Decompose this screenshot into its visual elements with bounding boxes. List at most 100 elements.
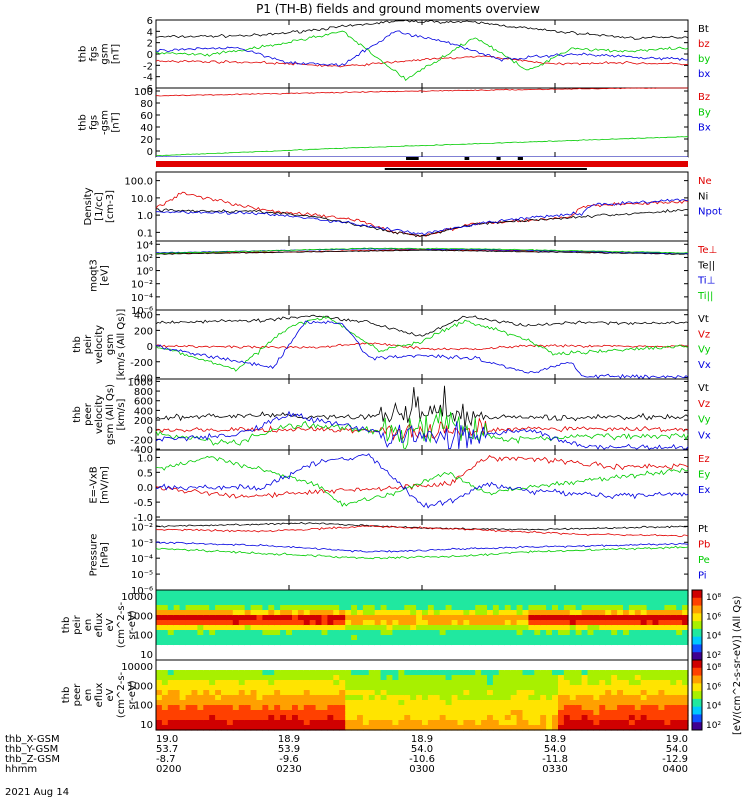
spectrogram-cell xyxy=(262,710,269,716)
spectrogram-cell xyxy=(197,620,204,626)
legend-by: by xyxy=(698,54,710,65)
spectrogram-cell xyxy=(416,695,423,701)
spectrogram-cell xyxy=(492,630,500,636)
spectrogram-cell xyxy=(475,715,482,721)
spectrogram-cell xyxy=(433,615,441,621)
spectrogram-cell xyxy=(156,650,163,656)
spectrogram-cell xyxy=(558,680,565,686)
series-Pb xyxy=(155,525,689,538)
spectrogram-cell xyxy=(634,625,642,631)
spectrogram-cell xyxy=(321,720,328,726)
spectrogram-cell xyxy=(581,670,589,676)
spectrogram-cell xyxy=(563,635,571,641)
spectrogram-cell xyxy=(498,700,506,706)
spectrogram-cell xyxy=(682,595,689,601)
spectrogram-cell xyxy=(676,660,683,666)
spectrogram-cell xyxy=(280,725,287,731)
spectrogram-cell xyxy=(368,695,376,701)
spectrogram-cell xyxy=(623,675,630,681)
spectrogram-cell xyxy=(463,700,470,706)
spectrogram-cell xyxy=(516,595,524,601)
colorbar-swatch xyxy=(692,628,702,638)
spectrogram-cell xyxy=(534,615,541,621)
spectrogram-cell xyxy=(552,620,559,626)
spectrogram-cell xyxy=(250,605,258,611)
spectrogram-cell xyxy=(321,620,328,626)
spectrogram-cell xyxy=(368,655,376,661)
spectrogram-cell xyxy=(617,655,624,661)
spectrogram-cell xyxy=(516,650,524,656)
spectrogram-cell xyxy=(469,595,476,601)
spectrogram-cell xyxy=(179,600,187,606)
spectrogram-cell xyxy=(262,650,269,656)
spectrogram-cell xyxy=(262,600,269,606)
spectrogram-cell xyxy=(558,650,565,656)
spectrogram-cell xyxy=(463,670,470,676)
spectrogram-cell xyxy=(345,680,352,686)
spectrogram-cell xyxy=(581,700,589,706)
spectrogram-cell xyxy=(368,640,376,646)
spectrogram-cell xyxy=(611,645,618,651)
spectrogram-cell xyxy=(433,690,441,696)
spectrogram-cell xyxy=(268,640,275,646)
x-column-value: 54.0 xyxy=(666,744,688,755)
spectrogram-cell xyxy=(445,695,453,701)
spectrogram-cell xyxy=(617,665,624,671)
spectrogram-cell xyxy=(392,605,399,611)
spectrogram-cell xyxy=(167,685,175,691)
ytick-label: 0.1 xyxy=(137,228,153,239)
y-axis-label-line: [mV/m] xyxy=(100,466,111,504)
spectrogram-cell xyxy=(303,605,311,611)
spectrogram-cell xyxy=(552,660,559,666)
spectrogram-cell xyxy=(575,640,583,646)
spectrogram-cell xyxy=(658,605,665,611)
spectrogram-cell xyxy=(611,695,618,701)
legend-Pe: Pe xyxy=(698,555,710,566)
ytick-label: 1000 xyxy=(128,681,153,692)
spectrogram-cell xyxy=(179,690,187,696)
spectrogram-cell xyxy=(268,610,275,616)
spectrogram-cell xyxy=(321,625,328,631)
spectrogram-cell xyxy=(268,615,275,621)
spectrogram-cell xyxy=(215,700,222,706)
spectrogram-cell xyxy=(303,690,311,696)
spectrogram-cell xyxy=(522,645,529,651)
spectrogram-cell xyxy=(528,650,535,656)
spectrogram-cell xyxy=(445,670,453,676)
spectrogram-cell xyxy=(445,715,453,721)
spectrogram-cell xyxy=(481,645,488,651)
ytick-label: 4 xyxy=(147,27,153,38)
spectrogram-cell xyxy=(238,670,246,676)
spectrogram-cell xyxy=(179,725,187,731)
spectrogram-cell xyxy=(617,600,624,606)
spectrogram-cell xyxy=(297,715,305,721)
spectrogram-cell xyxy=(640,625,648,631)
spectrogram-cell xyxy=(244,705,252,711)
spectrogram-cell xyxy=(203,680,210,686)
spectrogram-cell xyxy=(640,660,648,666)
spectrogram-cell xyxy=(167,635,175,641)
spectrogram-cell xyxy=(469,705,476,711)
spectrogram-cell xyxy=(362,680,370,686)
spectrogram-cell xyxy=(392,705,399,711)
spectrogram-cell xyxy=(457,690,464,696)
spectrogram-cell xyxy=(457,685,464,691)
spectrogram-cell xyxy=(498,630,506,636)
spectrogram-cell xyxy=(563,590,571,596)
spectrogram-cell xyxy=(587,620,594,626)
spectrogram-cell xyxy=(475,690,482,696)
spectrogram-cell xyxy=(203,650,210,656)
spectrogram-cell xyxy=(481,595,488,601)
ytick-label: 60 xyxy=(140,111,153,122)
spectrogram-cell xyxy=(327,590,334,596)
spectrogram-cell xyxy=(392,620,399,626)
spectrogram-cell xyxy=(516,640,524,646)
spectrogram-cell xyxy=(410,625,417,631)
spectrogram-cell xyxy=(427,710,435,716)
spectrogram-cell xyxy=(286,705,293,711)
spectrogram-cell xyxy=(433,685,441,691)
spectrogram-cell xyxy=(221,625,228,631)
spectrogram-cell xyxy=(522,605,529,611)
spectrogram-cell xyxy=(374,680,382,686)
spectrogram-cell xyxy=(569,665,577,671)
